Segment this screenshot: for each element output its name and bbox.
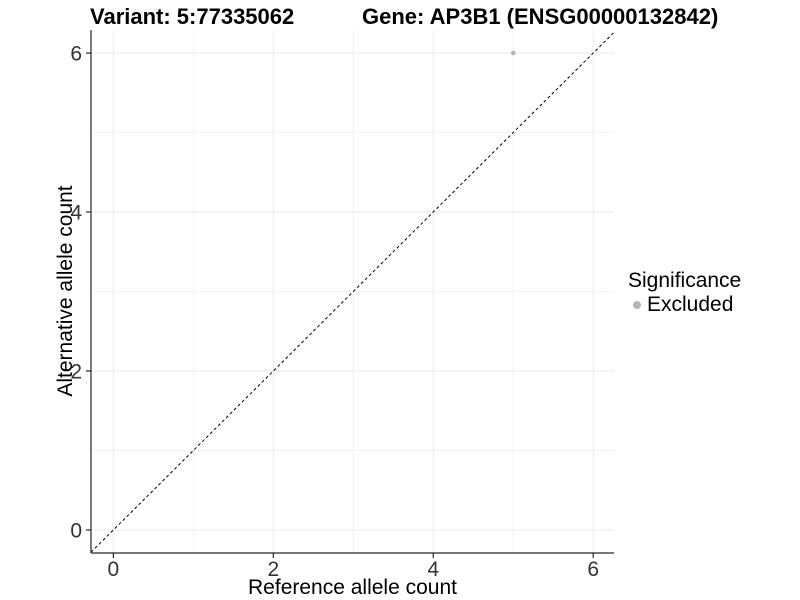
- y-tick-label: 4: [70, 202, 82, 225]
- legend-excluded-dot-icon: [633, 301, 641, 309]
- x-tick-label: 2: [267, 558, 279, 581]
- legend-key: [628, 296, 646, 314]
- x-axis-title: Reference allele count: [248, 576, 457, 599]
- x-tick-label: 4: [427, 558, 439, 581]
- legend-item: Excluded: [628, 293, 741, 317]
- data-point: [510, 50, 516, 56]
- identity-line: [90, 32, 615, 553]
- plot-title-variant: Variant: 5:77335062: [90, 4, 295, 29]
- x-tick-label: 0: [108, 558, 120, 581]
- y-tick-label: 2: [70, 360, 82, 383]
- legend: Significance Excluded: [628, 269, 741, 317]
- y-axis-title: Alternative allele count: [54, 185, 77, 397]
- plot-title-gene: Gene: AP3B1 (ENSG00000132842): [362, 4, 719, 29]
- legend-item-label: Excluded: [647, 293, 734, 316]
- y-tick-label: 6: [70, 43, 82, 66]
- y-tick-label: 0: [70, 519, 82, 542]
- legend-title: Significance: [628, 269, 742, 292]
- x-tick-label: 6: [587, 558, 599, 581]
